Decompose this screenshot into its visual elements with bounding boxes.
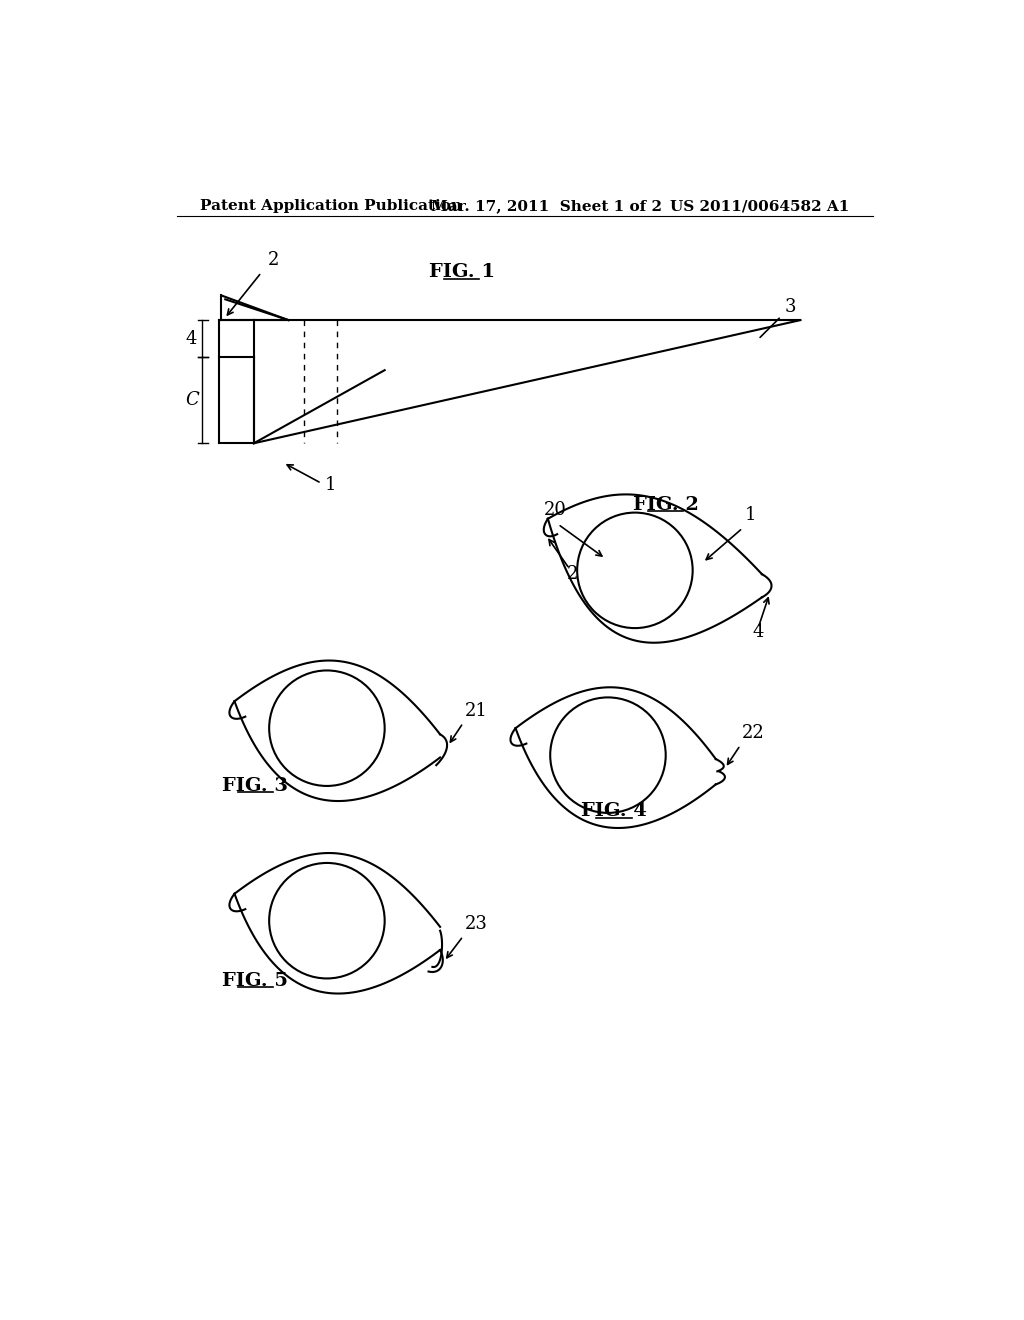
Text: FIG. 3: FIG. 3: [222, 777, 289, 795]
Text: FIG. 1: FIG. 1: [429, 264, 495, 281]
Text: 4: 4: [185, 330, 197, 347]
Text: 1: 1: [325, 475, 336, 494]
Text: 20: 20: [544, 500, 567, 519]
Text: FIG. 5: FIG. 5: [222, 972, 289, 990]
Text: 3: 3: [785, 298, 797, 317]
Text: FIG. 2: FIG. 2: [633, 496, 698, 513]
Text: 1: 1: [745, 507, 757, 524]
Text: 23: 23: [465, 915, 487, 933]
Text: FIG. 4: FIG. 4: [582, 803, 647, 820]
Text: US 2011/0064582 A1: US 2011/0064582 A1: [670, 199, 849, 213]
Text: C: C: [185, 391, 199, 409]
Text: 4: 4: [753, 623, 764, 642]
Text: 2: 2: [567, 565, 579, 583]
Text: 21: 21: [465, 702, 487, 719]
Text: Patent Application Publication: Patent Application Publication: [200, 199, 462, 213]
Text: Mar. 17, 2011  Sheet 1 of 2: Mar. 17, 2011 Sheet 1 of 2: [431, 199, 662, 213]
Text: 22: 22: [742, 725, 765, 742]
Text: 2: 2: [267, 251, 279, 269]
